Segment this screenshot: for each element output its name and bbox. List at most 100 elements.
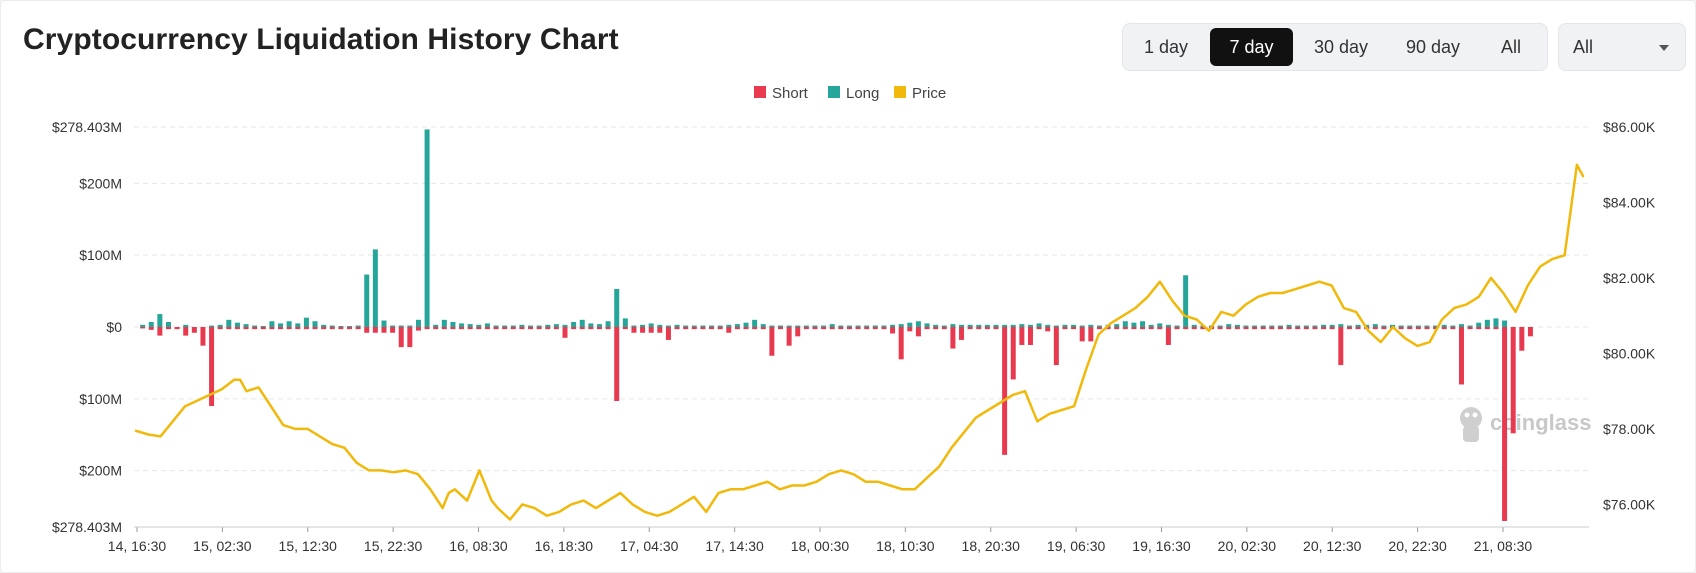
y-right-tick-label: $84.00K: [1603, 194, 1656, 210]
coin-select[interactable]: All: [1558, 23, 1686, 71]
y-right-tick-label: $76.00K: [1603, 496, 1656, 512]
price-layer: [134, 163, 1585, 521]
legend-label-long[interactable]: Long: [846, 85, 879, 102]
short-bar: [1510, 327, 1516, 434]
short-bar: [140, 327, 146, 329]
coin-select-value: All: [1573, 37, 1594, 57]
x-tick-label: 20, 22:30: [1388, 538, 1447, 554]
short-bar: [605, 327, 611, 330]
short-bar: [1467, 327, 1473, 330]
long-bar: [924, 323, 930, 327]
short-bar: [286, 327, 292, 330]
long-bar: [1338, 324, 1344, 327]
long-bar: [1045, 324, 1051, 327]
long-bar: [846, 325, 852, 327]
y-left-tick-label: $278.403M: [52, 119, 122, 135]
long-bar: [933, 324, 939, 327]
short-bar: [1079, 327, 1085, 342]
long-bar: [1467, 325, 1473, 327]
long-bar: [1303, 325, 1309, 327]
x-tick-label: 18, 00:30: [791, 538, 850, 554]
long-bar: [812, 325, 818, 327]
short-bar: [1174, 327, 1180, 330]
y-left-tick-label: $200M: [79, 175, 122, 191]
short-bar: [648, 327, 654, 333]
short-bar: [872, 327, 878, 330]
range-1-day-button[interactable]: 1 day: [1143, 37, 1189, 57]
short-bar: [1355, 327, 1361, 330]
long-bar: [157, 314, 163, 327]
long-bar: [1079, 325, 1085, 327]
coinglass-logo-icon: [1460, 407, 1482, 442]
short-bar: [1450, 327, 1456, 330]
long-bar: [286, 321, 292, 327]
short-bar: [467, 327, 473, 330]
range-all-button[interactable]: All: [1500, 37, 1521, 57]
short-bar: [303, 327, 309, 330]
short-bar: [976, 327, 982, 330]
x-tick-label: 17, 04:30: [620, 538, 679, 554]
short-bar: [372, 327, 378, 333]
long-bar: [484, 323, 490, 327]
short-bar: [562, 327, 568, 338]
long-bar: [622, 318, 628, 327]
short-bar: [752, 327, 758, 330]
short-bar: [941, 327, 947, 330]
long-bar: [528, 325, 534, 327]
long-bar: [502, 325, 508, 327]
short-bar: [743, 327, 749, 330]
short-bar: [1277, 327, 1283, 330]
short-bar: [484, 327, 490, 330]
x-tick-label: 19, 06:30: [1047, 538, 1106, 554]
short-bar: [1217, 327, 1223, 330]
short-bar: [1114, 327, 1120, 330]
short-bar: [1312, 327, 1318, 330]
short-bar: [243, 327, 249, 330]
long-bar: [398, 325, 404, 327]
long-bar: [140, 324, 146, 327]
short-bar: [1260, 327, 1266, 330]
short-bar: [1226, 327, 1232, 330]
range-7-day-button[interactable]: 7 day: [1210, 28, 1293, 66]
range-90-day-button[interactable]: 90 day: [1405, 37, 1461, 57]
long-bar: [234, 322, 240, 327]
x-tick-label: 20, 02:30: [1218, 538, 1277, 554]
short-bar: [1157, 327, 1163, 330]
long-bar: [898, 324, 904, 327]
legend-label-price[interactable]: Price: [912, 85, 946, 102]
short-bar: [1234, 327, 1240, 330]
short-bar: [890, 327, 896, 334]
short-bar: [967, 327, 973, 330]
short-bar: [1165, 327, 1171, 345]
long-bar: [372, 249, 378, 327]
short-bar: [1062, 327, 1068, 330]
long-bar: [1036, 323, 1042, 327]
short-bar: [665, 327, 671, 340]
short-bar: [278, 327, 284, 330]
short-bar: [614, 327, 620, 401]
long-bar: [1433, 325, 1439, 327]
long-bar: [1088, 324, 1094, 327]
long-bar: [433, 324, 439, 327]
long-bar: [269, 321, 275, 327]
long-bar: [691, 325, 697, 327]
short-bar: [1131, 327, 1137, 330]
long-bar: [450, 321, 456, 327]
long-bar: [950, 324, 956, 327]
short-bar: [1010, 327, 1016, 380]
long-bar: [838, 325, 844, 327]
short-bar: [191, 327, 197, 333]
range-30-day-button[interactable]: 30 day: [1313, 37, 1369, 57]
long-bar: [803, 325, 809, 327]
long-bar: [1183, 275, 1189, 327]
short-bar: [226, 327, 232, 330]
short-bar: [260, 327, 266, 330]
x-tick-label: 14, 16:30: [108, 538, 167, 554]
y-left-tick-label: $0: [106, 319, 122, 335]
y-right-tick-label: $86.00K: [1603, 119, 1656, 135]
long-bar: [890, 324, 896, 327]
long-bar: [778, 325, 783, 327]
legend-label-short[interactable]: Short: [772, 85, 809, 102]
long-bar: [760, 324, 766, 327]
x-tick-label: 21, 08:30: [1474, 538, 1533, 554]
